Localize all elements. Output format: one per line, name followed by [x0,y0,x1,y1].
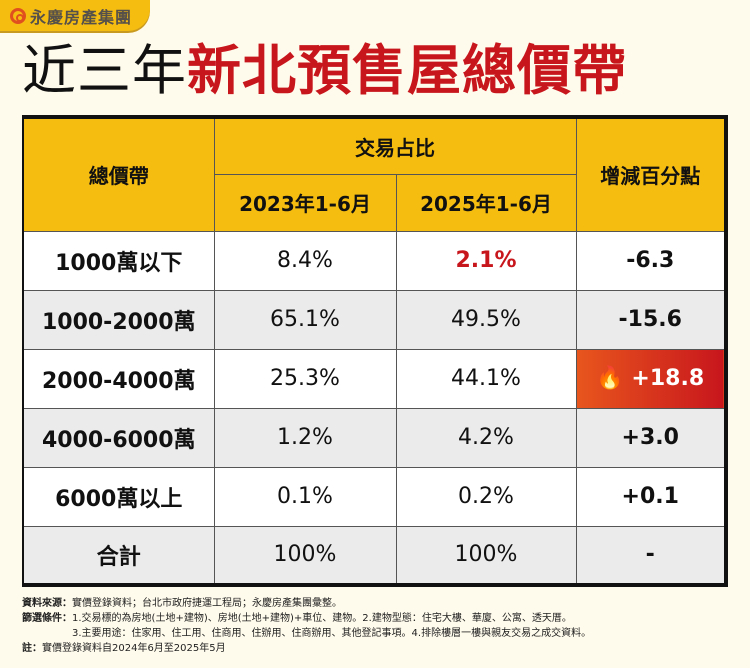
share-2023-cell-value: 100% [273,542,337,568]
logo-icon [10,7,26,24]
price-band-cell-value: 6000萬以上 [55,486,183,512]
change-cell-value: - [645,542,655,568]
change-cell: -15.6 [575,289,727,350]
share-2023-cell: 1.2% [213,407,397,468]
price-band-cell-value: 1000-2000萬 [41,309,196,335]
brand-logo: 永慶房產集團 [0,0,150,31]
change-cell-value: -15.6 [618,307,682,332]
price-band-cell-value: 2000-4000萬 [41,368,196,394]
filter-label: 篩選條件： [22,613,72,624]
table-row: 4000-6000萬 1.2% 4.2% +3.0 [22,407,727,468]
change-cell: - [575,525,727,586]
share-2025-cell-value: 0.2% [458,484,514,509]
price-band-cell: 4000-6000萬 [22,407,215,468]
share-2025-cell: 4.2% [395,407,577,468]
fire-icon: 🔥 [596,366,632,391]
note-label: 註： [22,643,42,654]
source-text: 實價登錄資料；台北市政府捷運工程局；永慶房產集團彙整。 [72,598,342,609]
change-cell-value: +18.8 [631,366,705,391]
price-band-table: 總價帶 交易占比 增減百分點 2023年1-6月 2025年1-6月 1000萬… [22,115,728,587]
share-2025-cell-value: 2.1% [455,248,517,273]
price-band-cell: 1000-2000萬 [22,289,215,350]
filter-text-2: 3.主要用途：住家用、住工用、住商用、住辦用、住商辦用、其他登記事項。4.排除樓… [72,628,592,639]
share-2023-cell-value: 8.4% [277,248,333,273]
share-2023-cell-value: 65.1% [270,307,340,332]
share-2025-cell-value: 100% [454,542,518,568]
title-prefix: 近三年 [22,39,187,102]
change-cell: +3.0 [575,407,727,468]
share-2025-cell: 100% [395,525,577,586]
change-cell-value: +3.0 [621,425,679,450]
share-2025-cell: 0.2% [395,466,577,527]
share-2025-cell: 2.1% [395,230,577,291]
price-band-cell-value: 4000-6000萬 [41,427,196,453]
price-band-cell-value: 合計 [96,544,141,570]
header-2023: 2023年1-6月 [213,173,397,232]
header-price-band: 總價帶 [22,116,215,232]
share-2023-cell-value: 1.2% [277,425,333,450]
share-2025-cell-value: 44.1% [451,366,521,391]
price-band-cell-value: 1000萬以下 [55,250,183,276]
header-2025: 2025年1-6月 [395,173,577,232]
share-2023-cell-value: 25.3% [270,366,340,391]
change-cell-value: +0.1 [621,484,679,509]
price-band-cell: 6000萬以上 [22,466,215,527]
logo-text: 永慶房產集團 [30,7,133,27]
share-2025-cell-value: 4.2% [458,425,514,450]
share-2025-cell-value: 49.5% [451,307,521,332]
share-2023-cell: 100% [213,525,397,586]
footnotes: 資料來源：實價登錄資料；台北市政府捷運工程局；永慶房產集團彙整。 篩選條件：1.… [22,596,591,656]
share-2023-cell: 65.1% [213,289,397,350]
share-2023-cell: 25.3% [213,348,397,409]
header-change: 增減百分點 [575,116,727,232]
price-band-cell: 1000萬以下 [22,230,215,291]
table-row: 合計 100% 100% - [22,525,727,586]
note-text: 實價登錄資料自2024年6月至2025年5月 [42,643,226,654]
share-2025-cell: 49.5% [395,289,577,350]
change-cell: -6.3 [575,230,727,291]
table-row: 1000萬以下 8.4% 2.1% -6.3 [22,230,727,291]
change-cell: 🔥 +18.8 [575,348,727,409]
header-share: 交易占比 [213,116,577,175]
page-title: 近三年新北預售屋總價帶 [22,38,627,104]
share-2023-cell: 8.4% [213,230,397,291]
share-2025-cell: 44.1% [395,348,577,409]
share-2023-cell-value: 0.1% [277,484,333,509]
source-label: 資料來源： [22,598,72,609]
table-row: 1000-2000萬 65.1% 49.5% -15.6 [22,289,727,350]
change-cell-value: -6.3 [626,248,675,273]
title-main: 新北預售屋總價帶 [187,39,627,102]
change-cell: +0.1 [575,466,727,527]
table-row: 6000萬以上 0.1% 0.2% +0.1 [22,466,727,527]
price-band-cell: 2000-4000萬 [22,348,215,409]
filter-text-1: 1.交易標的為房地(土地+建物)、房地(土地+建物)+車位、建物。2.建物型態：… [72,613,572,624]
share-2023-cell: 0.1% [213,466,397,527]
price-band-cell: 合計 [22,525,215,586]
table-row: 2000-4000萬 25.3% 44.1% 🔥 +18.8 [22,348,727,409]
